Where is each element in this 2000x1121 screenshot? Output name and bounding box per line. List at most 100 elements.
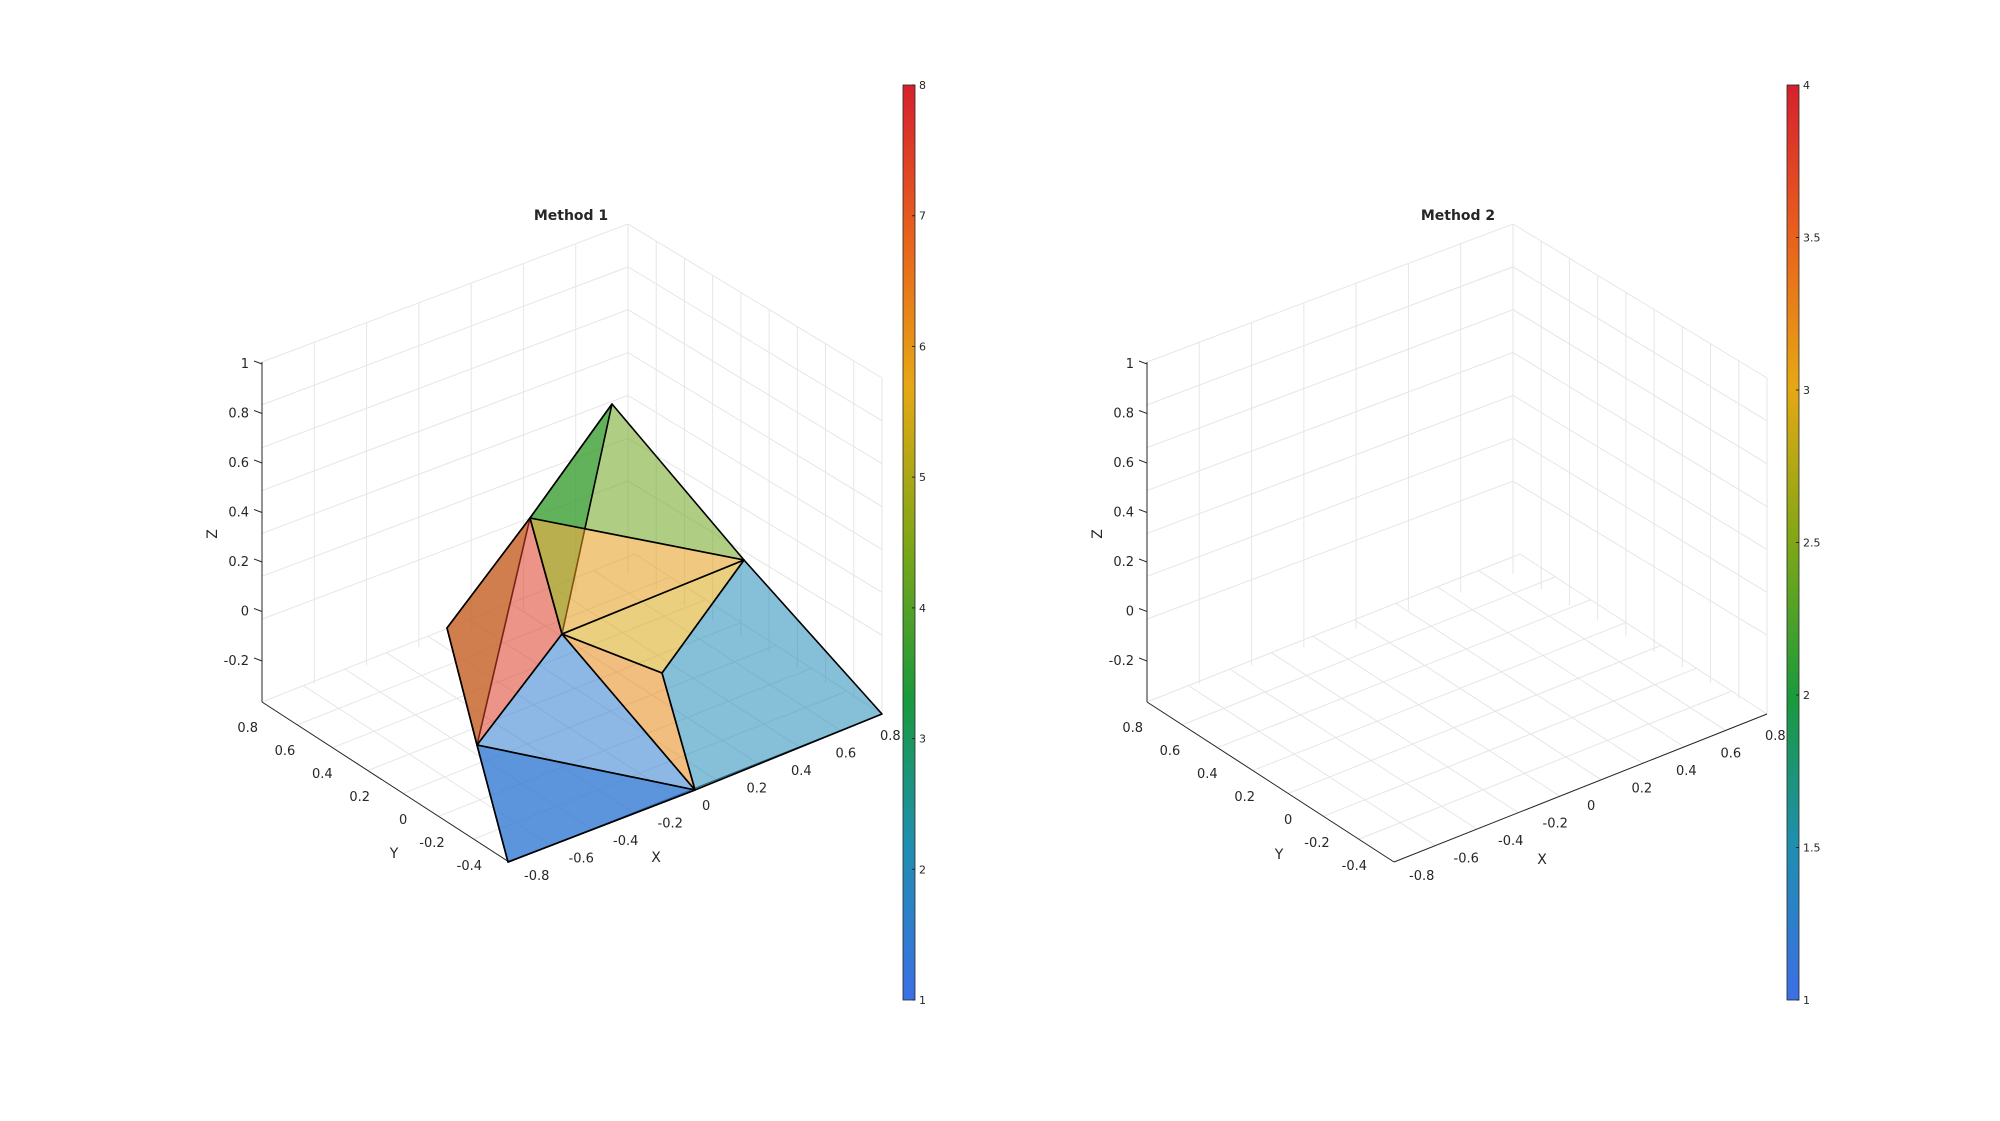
y-tick-label: -0.2	[419, 836, 444, 851]
z-axis-label: Z	[1090, 529, 1106, 539]
axes-box	[1146, 362, 1768, 863]
x-tick-label: 0	[1587, 799, 1595, 814]
grid-line	[1252, 622, 1627, 772]
z-tick-mark	[253, 558, 263, 563]
z-tick-label: 1	[241, 357, 249, 372]
colorbar-tick-label: 4	[1803, 79, 1810, 92]
z-tick-mark	[1138, 459, 1148, 464]
colorbar-tick-label: 8	[919, 79, 926, 92]
chart-title: Method 1	[534, 208, 608, 224]
colorbar-tick-label: 1	[919, 994, 926, 1007]
grid-line	[1436, 586, 1685, 748]
grid-line	[1519, 553, 1768, 715]
colorbar-tick-label: 7	[919, 210, 926, 223]
mesh-face	[529, 517, 745, 635]
y-tick-label: 0.4	[1197, 767, 1218, 782]
y-axis-label: Y	[389, 846, 399, 862]
x-tick-label: -0.6	[569, 852, 594, 867]
x-tick-label: -0.6	[1454, 852, 1479, 867]
z-tick-mark	[253, 360, 263, 365]
grid-line	[261, 266, 883, 422]
x-axis-label: X	[651, 850, 661, 866]
colorbar: 1 2 3 4 5 6 7 8	[902, 79, 926, 1007]
colorbar-tick-label: 1.5	[1803, 842, 1821, 855]
grid-line	[1146, 553, 1521, 703]
colorbar-tick-label: 6	[919, 340, 926, 353]
colorbar-tick-label: 3.5	[1803, 232, 1821, 245]
x-tick-label: -0.4	[613, 834, 638, 849]
z-tick-label: 0	[1126, 605, 1134, 620]
y-tick-label: 0.4	[312, 767, 333, 782]
grid-line	[1146, 223, 1768, 379]
grid-line	[1188, 685, 1436, 846]
grid-line	[1146, 352, 1768, 507]
x-tick-label: 0.4	[791, 764, 812, 779]
colorbar-tick-label: 2.5	[1803, 537, 1821, 550]
grid-line	[261, 394, 883, 550]
y-tick-label: 0	[399, 813, 407, 828]
z-tick-mark	[253, 509, 263, 513]
x-tick-label: 0.8	[880, 729, 901, 744]
y-axis-line	[261, 701, 510, 863]
y-axis-line	[1146, 701, 1395, 863]
mesh-face	[561, 633, 696, 791]
x-tick-label: 0.6	[836, 747, 857, 762]
colorbar-tick-label: 3	[919, 733, 926, 746]
colorbar-tick-label: 2	[1803, 689, 1810, 702]
y-tick-label: 0.8	[237, 721, 258, 736]
z-tick-mark	[1138, 608, 1148, 612]
y-tick-label: -0.4	[1342, 859, 1367, 874]
axes-grid	[1146, 223, 1768, 863]
y-tick-label: -0.4	[457, 859, 482, 874]
plot-panel-method-2: -0.2 0 0.2 0.4 0.6 0.8 1 -0.4 -0.2 0 0.2 0.4 0.6 0.8 -…	[1090, 79, 1821, 1007]
grid-line	[1229, 668, 1478, 830]
z-tick-label: 0.8	[1113, 407, 1134, 422]
grid-line	[1312, 635, 1561, 797]
grid-line	[1146, 480, 1768, 636]
mesh-face	[476, 744, 696, 863]
z-tick-mark	[253, 608, 263, 612]
z-tick-mark	[1138, 509, 1148, 513]
grid-line	[1287, 644, 1662, 794]
z-tick-label: 0.4	[228, 506, 249, 521]
z-axis-label: Z	[205, 529, 221, 539]
x-tick-label: 0.2	[1632, 782, 1653, 797]
z-tick-label: 0.4	[1113, 506, 1134, 521]
z-tick-label: 0	[241, 605, 249, 620]
colorbar-tick-label: 2	[919, 863, 926, 876]
plot-panel-method-1: -0.2 0 0.2 0.4 0.6 0.8 1 -0.4 -0.2 0 0.2 0.4 0.6 0.8 -…	[205, 79, 926, 1007]
x-tick-label: 0.4	[1676, 764, 1697, 779]
grid-line	[1146, 437, 1768, 593]
z-tick-mark	[1138, 410, 1148, 414]
y-tick-label: 0.6	[1160, 744, 1181, 759]
colorbar-tick-label: 4	[919, 602, 926, 615]
grid-line	[1146, 309, 1768, 465]
x-axis-line	[1393, 713, 1768, 863]
colorbar-gradient	[1787, 85, 1799, 1000]
z-tick-mark	[1138, 558, 1148, 563]
grid-line	[261, 223, 883, 379]
x-tick-label: -0.8	[524, 869, 549, 884]
z-tick-label: -0.2	[1109, 654, 1134, 669]
x-tick-label: -0.2	[658, 817, 683, 832]
z-tick-label: 0.6	[1113, 456, 1134, 471]
y-tick-label: 0.6	[275, 744, 296, 759]
grid-line	[261, 309, 883, 465]
colorbar-tick-label: 1	[1803, 994, 1810, 1007]
x-tick-label: 0	[702, 799, 710, 814]
x-tick-label: -0.4	[1498, 834, 1523, 849]
grid-line	[1146, 394, 1768, 550]
tick-labels: -0.2 0 0.2 0.4 0.6 0.8 1 -0.4 -0.2 0 0.2 0.4 0.6 0.8 -…	[1109, 357, 1786, 884]
y-tick-label: 0.8	[1122, 721, 1143, 736]
x-tick-label: 0.8	[1765, 729, 1786, 744]
colorbar-tick-label: 5	[919, 471, 926, 484]
grid-line	[1182, 576, 1556, 726]
z-tick-mark	[253, 459, 263, 464]
z-tick-label: 0.2	[228, 555, 249, 570]
grid-line	[1395, 602, 1643, 764]
y-axis-label: Y	[1274, 847, 1284, 863]
colorbar: 1 1.5 2 2.5 3 3.5 4	[1786, 79, 1821, 1007]
grid-line	[1358, 690, 1732, 840]
z-tick-label: 0.6	[228, 456, 249, 471]
